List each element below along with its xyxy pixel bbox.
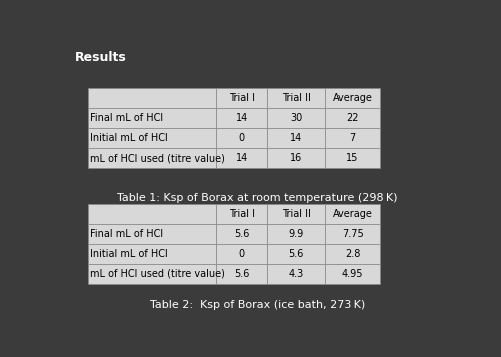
Text: 9.9: 9.9 [288,229,303,239]
Text: 0: 0 [238,249,244,259]
Bar [88,244,216,264]
Bar [325,224,379,244]
Bar [267,264,325,284]
Bar [216,149,267,169]
Bar [216,128,267,149]
Text: mL of HCl used (titre value): mL of HCl used (titre value) [90,269,225,279]
Bar [267,128,325,149]
Text: mL of HCl used (titre value): mL of HCl used (titre value) [90,154,225,164]
Bar [325,88,379,108]
Text: Final mL of HCl: Final mL of HCl [90,113,163,123]
Text: 14: 14 [235,113,247,123]
Text: 7: 7 [349,134,355,144]
Bar [325,264,379,284]
Bar [216,224,267,244]
Text: 2.8: 2.8 [344,249,360,259]
Text: 0: 0 [238,134,244,144]
Bar [216,108,267,128]
Text: 5.6: 5.6 [288,249,303,259]
Bar [325,149,379,169]
Bar [88,264,216,284]
Bar [216,203,267,224]
Text: Table 2:  Ksp of Borax (ice bath, 273 K): Table 2: Ksp of Borax (ice bath, 273 K) [149,300,364,310]
Text: Trial I: Trial I [228,93,254,103]
Bar [267,149,325,169]
Bar [267,224,325,244]
Text: 30: 30 [290,113,302,123]
Text: Trial II: Trial II [281,93,310,103]
Bar [267,88,325,108]
Text: 14: 14 [235,154,247,164]
Text: Initial mL of HCl: Initial mL of HCl [90,134,168,144]
Bar [216,244,267,264]
Bar [88,128,216,149]
Bar [267,203,325,224]
Text: 4.3: 4.3 [288,269,303,279]
Bar [216,264,267,284]
Bar [88,88,216,108]
Bar [325,203,379,224]
Text: 5.6: 5.6 [233,229,249,239]
Text: Table 1: Ksp of Borax at room temperature (298 K): Table 1: Ksp of Borax at room temperatur… [117,193,397,203]
Text: 15: 15 [346,154,358,164]
Text: Final mL of HCl: Final mL of HCl [90,229,163,239]
Text: Results: Results [74,51,126,64]
Text: 4.95: 4.95 [341,269,363,279]
Bar [267,108,325,128]
Bar [88,149,216,169]
Bar [325,128,379,149]
Bar [88,203,216,224]
Text: 16: 16 [290,154,302,164]
Text: 7.75: 7.75 [341,229,363,239]
Bar [325,108,379,128]
Text: Average: Average [332,209,372,219]
Text: Average: Average [332,93,372,103]
Text: Trial II: Trial II [281,209,310,219]
Text: 14: 14 [290,134,302,144]
Bar [267,244,325,264]
Text: Trial I: Trial I [228,209,254,219]
Bar [88,108,216,128]
Bar [325,244,379,264]
Text: 5.6: 5.6 [233,269,249,279]
Bar [216,88,267,108]
Text: Initial mL of HCl: Initial mL of HCl [90,249,168,259]
Text: 22: 22 [346,113,358,123]
Bar [88,224,216,244]
